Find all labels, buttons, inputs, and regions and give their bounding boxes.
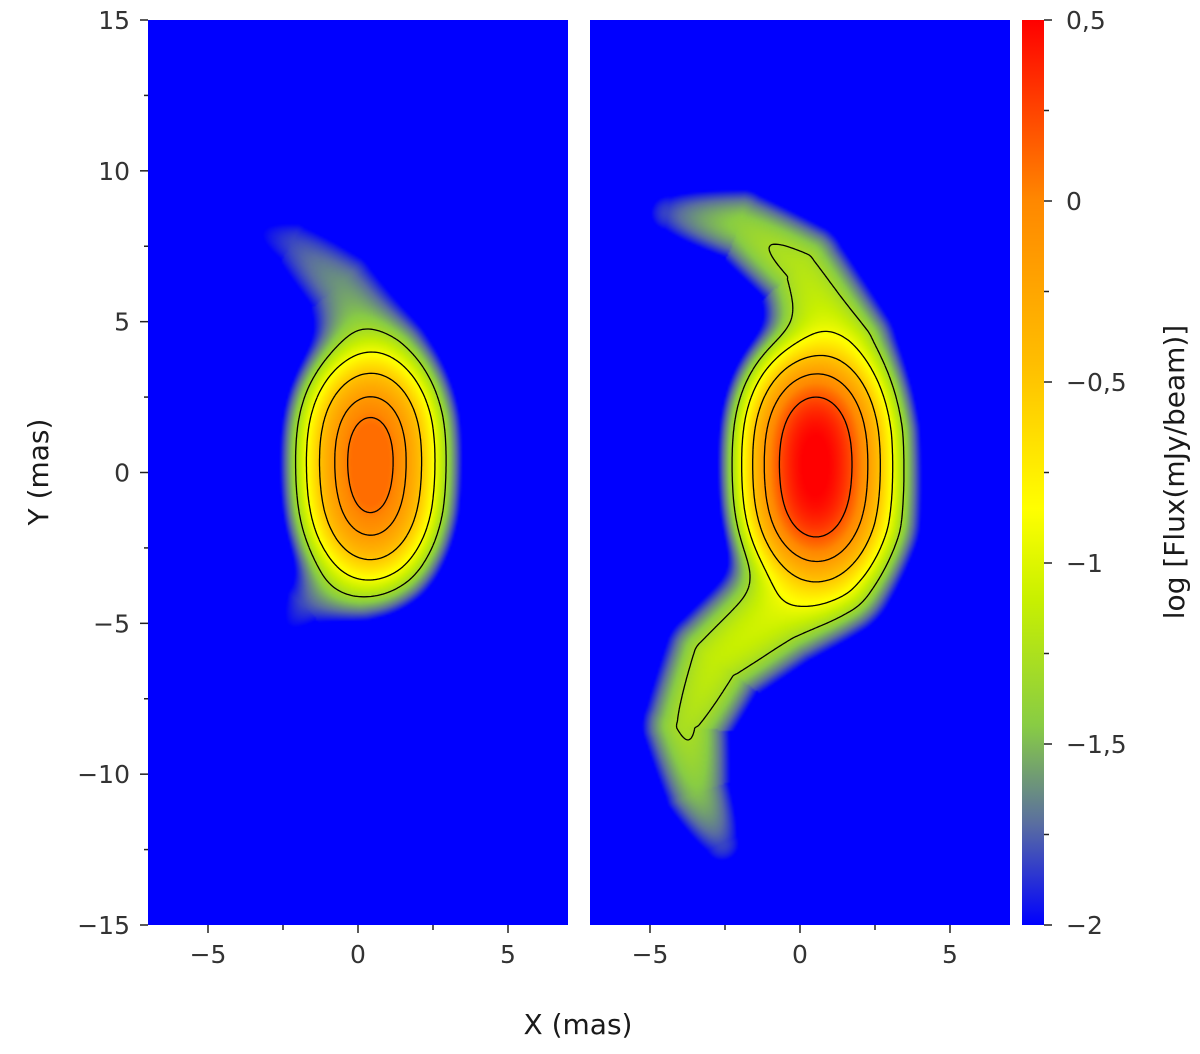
panel-left-contour-level-2 [305, 351, 436, 581]
colorbar-tick-label: −1,5 [1066, 730, 1127, 759]
panel-right [590, 20, 1010, 925]
panel-left-contour-level-1 [294, 328, 447, 598]
x-tick-label: 5 [500, 940, 516, 969]
x-axis-right: −5 0 5 [632, 925, 958, 969]
colorbar-gradient [1022, 20, 1044, 925]
y-tick-label: 15 [98, 6, 130, 35]
x-axis-label: X (mas) [524, 1008, 633, 1041]
panel-right-contour-level-4 [763, 373, 869, 563]
panel-left-contours [294, 328, 447, 598]
panel-left-contour-level-4 [334, 396, 407, 536]
y-tick-label: 10 [98, 157, 130, 186]
x-tick-label: 5 [942, 940, 958, 969]
panel-right-contour-level-1 [675, 243, 905, 741]
colorbar-tick-label: −1 [1066, 549, 1103, 578]
x-tick-label: 0 [350, 940, 366, 969]
colorbar-tick-label: −0,5 [1066, 368, 1127, 397]
panel-left-flux-image [148, 20, 568, 925]
panel-right-flux-image [590, 20, 1010, 925]
x-tick-label: −5 [190, 940, 227, 969]
panel-left-contour-level-3 [318, 372, 423, 561]
y-tick-label: 0 [114, 459, 130, 488]
colorbar: 0,5 0 −0,5 −1 −1,5 −2 [1022, 6, 1127, 940]
y-tick-label: −15 [77, 911, 130, 940]
y-tick-label: 5 [114, 308, 130, 337]
colorbar-tick-label: 0,5 [1066, 6, 1106, 35]
y-tick-label: −5 [93, 609, 130, 638]
y-tick-label: −10 [77, 760, 130, 789]
panel-right-contour-level-2 [741, 330, 894, 608]
y-axis: 15 10 5 0 −5 −10 −15 [77, 6, 148, 940]
x-axis-left: −5 0 5 [190, 925, 516, 969]
colorbar-label: log [Flux(mJy/beam)] [1158, 325, 1191, 619]
panel-right-contours [675, 243, 905, 741]
panel-left [148, 20, 568, 925]
x-tick-label: 0 [792, 940, 808, 969]
colorbar-tick-label: 0 [1066, 187, 1082, 216]
panel-right-contour-level-3 [752, 354, 881, 583]
colorbar-ticks: 0,5 0 −0,5 −1 −1,5 −2 [1044, 6, 1127, 940]
y-axis-label: Y (mas) [22, 419, 55, 527]
x-tick-label: −5 [632, 940, 669, 969]
panel-right-contour-level-5 [778, 396, 853, 538]
colorbar-tick-label: −2 [1066, 911, 1103, 940]
panel-left-contour-level-5 [347, 416, 394, 514]
